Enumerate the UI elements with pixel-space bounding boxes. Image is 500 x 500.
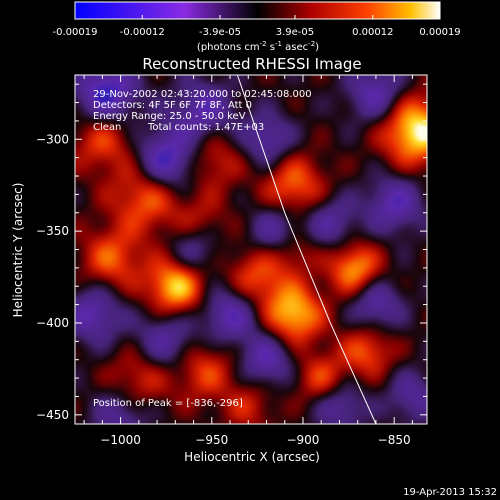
colorbar-tick-label: 0.00019	[419, 27, 460, 38]
x-tick-label: −1000	[100, 433, 141, 447]
y-tick-label: −350	[36, 224, 69, 238]
chart-title: Reconstructed RHESSI Image	[142, 55, 361, 73]
colorbar-ticks: -0.00019 -0.00012 -3.9e-05 3.9e-05 0.00012 0.…	[53, 15, 461, 38]
annotation-detectors: Detectors: 4F 5F 6F 7F 8F, Att 0	[93, 100, 252, 111]
colorbar-unit: (photons cm-2 s-1 asec-2)	[197, 40, 319, 53]
colorbar: -0.00019 -0.00012 -3.9e-05 3.9e-05 0.00012 0.…	[53, 1, 461, 53]
colorbar-tick-label: 3.9e-05	[276, 27, 314, 38]
solar-limb-line	[236, 75, 377, 424]
annotation-time-range: 29-Nov-2002 02:43:20.000 to 02:45:08.000	[93, 89, 312, 100]
colorbar-tick-label: -0.00019	[53, 27, 98, 38]
x-tick-label: −850	[378, 433, 411, 447]
annotation-clean: Clean	[93, 122, 121, 133]
colorbar-gradient	[74, 1, 441, 20]
x-axis-label: Heliocentric X (arcsec)	[184, 450, 320, 464]
colorbar-tick-label: -0.00012	[120, 27, 165, 38]
axis-ticks: −1000 −950 −900 −850 −300 −350 −400 −450	[36, 75, 427, 447]
heatmap-canvas	[75, 75, 427, 424]
timestamp: 19-Apr-2013 15:32	[403, 487, 497, 498]
colorbar-tick-label: -3.9e-05	[199, 27, 241, 38]
annotation-total-counts: Total counts: 1.47E+03	[147, 122, 264, 133]
y-tick-label: −450	[36, 408, 69, 422]
annotation-peak-position: Position of Peak = [-836,-296]	[93, 398, 243, 409]
x-tick-label: −950	[195, 433, 228, 447]
heatmap-image	[75, 75, 427, 424]
image-annotations: 29-Nov-2002 02:43:20.000 to 02:45:08.000…	[93, 89, 312, 409]
y-axis-label: Heliocentric Y (arcsec)	[11, 183, 25, 318]
annotation-energy-range: Energy Range: 25.0 - 50.0 keV	[93, 111, 246, 122]
x-tick-label: −900	[286, 433, 319, 447]
y-tick-label: −400	[36, 316, 69, 330]
colorbar-tick-label: 0.00012	[352, 27, 393, 38]
y-tick-label: −300	[36, 132, 69, 146]
